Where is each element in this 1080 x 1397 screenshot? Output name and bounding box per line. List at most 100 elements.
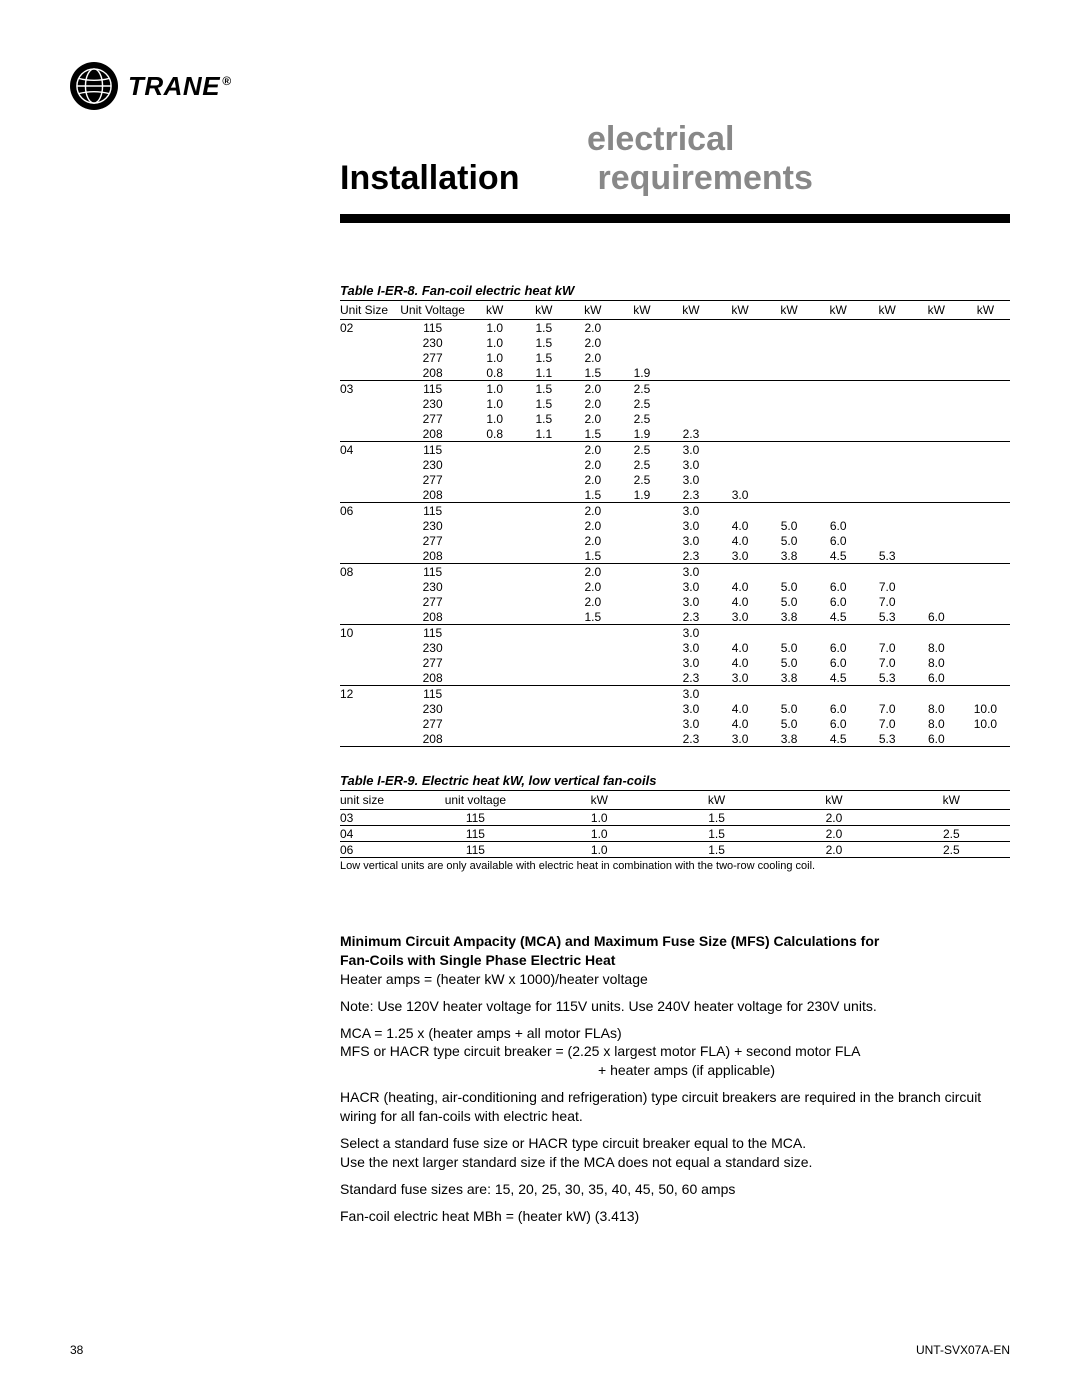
- table-row: 041152.02.53.0: [340, 442, 1010, 458]
- table-cell: [568, 670, 617, 686]
- table-cell: 2.0: [568, 335, 617, 350]
- table-cell: [814, 503, 863, 519]
- table-cell: 7.0: [863, 594, 912, 609]
- table-cell: [519, 487, 568, 503]
- table-cell: 277: [395, 716, 470, 731]
- table-cell: 7.0: [863, 640, 912, 655]
- mfs-formula-2: + heater amps (if applicable): [340, 1061, 1010, 1080]
- table-cell: 3.0: [666, 686, 715, 702]
- table-cell: [617, 533, 666, 548]
- table-cell: 04: [340, 826, 410, 842]
- table-cell: [863, 487, 912, 503]
- table-cell: [814, 381, 863, 397]
- fuse-select-2: Use the next larger standard size if the…: [340, 1153, 1010, 1172]
- table-cell: [470, 640, 519, 655]
- table-cell: [519, 716, 568, 731]
- table-cell: 4.5: [814, 609, 863, 625]
- table-cell: 4.0: [716, 640, 765, 655]
- table-cell: 4.0: [716, 716, 765, 731]
- table-cell: 208: [395, 365, 470, 381]
- table-cell: 2.3: [666, 731, 715, 747]
- table-cell: 2.3: [666, 426, 715, 442]
- table-cell: [765, 335, 814, 350]
- table-cell: [716, 503, 765, 519]
- table-cell: [912, 579, 961, 594]
- table-cell: 4.0: [716, 579, 765, 594]
- table-cell: [814, 320, 863, 336]
- table-row: 2303.04.05.06.07.08.0: [340, 640, 1010, 655]
- table-row: 2081.52.33.03.84.55.36.0: [340, 609, 1010, 625]
- table-cell: 7.0: [863, 716, 912, 731]
- table-cell: 3.8: [765, 609, 814, 625]
- table-cell: [340, 533, 395, 548]
- table-cell: 4.0: [716, 655, 765, 670]
- table-cell: 3.0: [666, 594, 715, 609]
- table-cell: [340, 579, 395, 594]
- table-cell: [470, 487, 519, 503]
- table-cell: 230: [395, 457, 470, 472]
- table-cell: [863, 472, 912, 487]
- table-row: 2302.03.04.05.06.07.0: [340, 579, 1010, 594]
- table-cell: [340, 335, 395, 350]
- table-cell: [814, 411, 863, 426]
- table-cell: [961, 686, 1010, 702]
- table-cell: [617, 518, 666, 533]
- table-cell: [716, 365, 765, 381]
- table-cell: [340, 365, 395, 381]
- table-cell: [961, 442, 1010, 458]
- table-cell: [617, 350, 666, 365]
- table-cell: [470, 533, 519, 548]
- table-cell: [961, 533, 1010, 548]
- table-cell: [568, 655, 617, 670]
- table-cell: [961, 381, 1010, 397]
- table-cell: [716, 396, 765, 411]
- table-cell: 1.5: [519, 396, 568, 411]
- table-row: 2301.01.52.0: [340, 335, 1010, 350]
- table-cell: 115: [395, 381, 470, 397]
- table-cell: [716, 564, 765, 580]
- table-cell: [961, 594, 1010, 609]
- table-cell: [863, 396, 912, 411]
- table-cell: 8.0: [912, 701, 961, 716]
- table-cell: 1.5: [519, 381, 568, 397]
- table-cell: [617, 594, 666, 609]
- table-cell: 208: [395, 487, 470, 503]
- table-cell: [912, 411, 961, 426]
- table-cell: [470, 731, 519, 747]
- brand-text: TRANE®: [128, 71, 231, 102]
- table-cell: [716, 350, 765, 365]
- table1-caption: Table I-ER-8. Fan-coil electric heat kW: [340, 283, 1010, 298]
- table-cell: [617, 548, 666, 564]
- table-cell: 4.0: [716, 701, 765, 716]
- table-cell: [470, 579, 519, 594]
- table-cell: 3.0: [666, 716, 715, 731]
- table-cell: [340, 472, 395, 487]
- table-cell: 2.0: [568, 442, 617, 458]
- table-row: 061152.03.0: [340, 503, 1010, 519]
- table2-col-header: kW: [775, 791, 892, 810]
- table-cell: [617, 320, 666, 336]
- table-cell: [912, 335, 961, 350]
- table-cell: 1.0: [541, 826, 658, 842]
- table-cell: [716, 426, 765, 442]
- table-cell: 1.5: [519, 350, 568, 365]
- table-cell: [912, 320, 961, 336]
- table-cell: [716, 320, 765, 336]
- fuse-select-1: Select a standard fuse size or HACR type…: [340, 1134, 1010, 1153]
- table-cell: 3.0: [666, 457, 715, 472]
- table-cell: [961, 426, 1010, 442]
- table1-col-header: kW: [765, 301, 814, 320]
- table-cell: [863, 533, 912, 548]
- table-cell: [912, 487, 961, 503]
- body-text: Minimum Circuit Ampacity (MCA) and Maxim…: [340, 932, 1010, 1226]
- table-cell: [814, 365, 863, 381]
- table-cell: [519, 655, 568, 670]
- table-cell: [470, 564, 519, 580]
- table-cell: 2.0: [568, 518, 617, 533]
- table-cell: [519, 731, 568, 747]
- table-cell: [814, 472, 863, 487]
- table-cell: 208: [395, 731, 470, 747]
- table-cell: [340, 670, 395, 686]
- table-cell: 1.0: [470, 320, 519, 336]
- table-cell: 4.5: [814, 548, 863, 564]
